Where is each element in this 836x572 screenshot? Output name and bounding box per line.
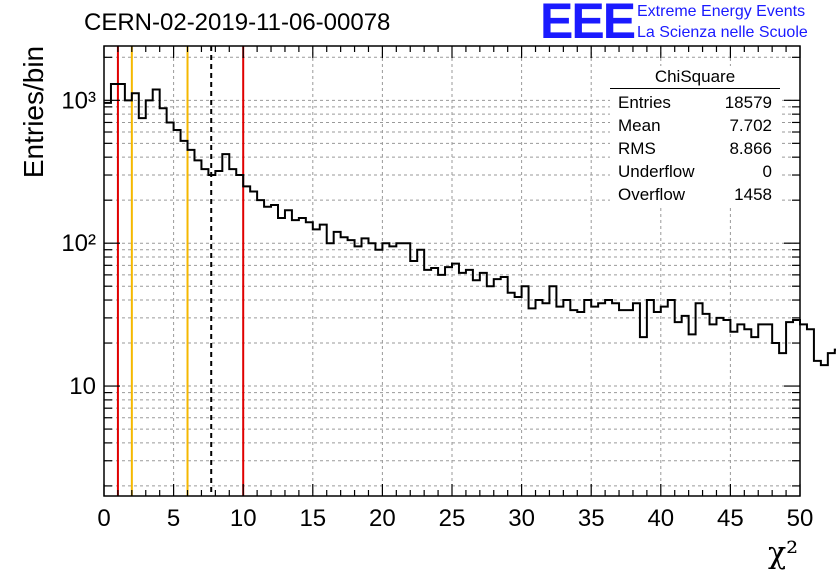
x-tick-label: 15	[299, 505, 326, 532]
x-tick-label: 20	[369, 505, 396, 532]
stats-row: Overflow 1458	[610, 183, 780, 206]
x-tick-label: 10	[230, 505, 257, 532]
stats-row-value: 7.702	[729, 116, 772, 135]
x-tick-label: 45	[717, 505, 744, 532]
y-axis-label: Entries/bin	[18, 45, 49, 179]
x-tick-label: 35	[578, 505, 605, 532]
eee-logo: EEE	[540, 0, 636, 49]
chart-title: CERN-02-2019-11-06-00078	[84, 9, 391, 36]
stats-row-value: 1458	[734, 185, 772, 204]
y-tick-label: 10²	[61, 230, 96, 257]
x-tick-label: 5	[167, 505, 180, 532]
y-tick-labels: 10 10² 10³	[61, 87, 96, 400]
stats-divider	[610, 88, 780, 89]
x-axis-label: χ²	[768, 536, 799, 571]
y-tick-label: 10	[69, 373, 96, 400]
brand-line-2: La Scienza nelle Scuole	[637, 24, 808, 41]
stats-row: Underflow 0	[610, 160, 780, 183]
x-tick-label: 30	[508, 505, 535, 532]
stats-row-value: 8.866	[729, 139, 772, 158]
axis-ticks	[103, 46, 801, 496]
x-tick-label: 0	[97, 505, 110, 532]
stats-row: RMS 8.866	[610, 137, 780, 160]
y-tick-label: 10³	[61, 87, 96, 114]
x-tick-label: 25	[439, 505, 466, 532]
stats-row: Entries 18579	[610, 91, 780, 114]
stats-row-value: 0	[762, 162, 772, 181]
x-tick-labels: 0 5 10 15 20 25 30 35 40 45 50	[97, 505, 813, 532]
stats-row-label: RMS	[618, 139, 656, 158]
brand-line-1: Extreme Energy Events	[637, 3, 806, 20]
stats-row-value: 18579	[724, 93, 772, 112]
stats-row: Mean 7.702	[610, 114, 780, 137]
histogram-line	[104, 83, 836, 367]
stats-row-label: Mean	[618, 116, 661, 135]
stats-row-label: Entries	[618, 93, 671, 112]
x-tick-label: 50	[787, 505, 814, 532]
stats-box: ChiSquare Entries 18579 Mean 7.702 RMS 8.866 U…	[610, 66, 780, 206]
grid-lines	[104, 46, 800, 496]
x-tick-label: 40	[647, 505, 674, 532]
stats-name: ChiSquare	[654, 67, 736, 86]
stats-row-label: Underflow	[618, 162, 695, 181]
stats-row-label: Overflow	[618, 185, 686, 204]
reference-lines	[116, 46, 245, 496]
